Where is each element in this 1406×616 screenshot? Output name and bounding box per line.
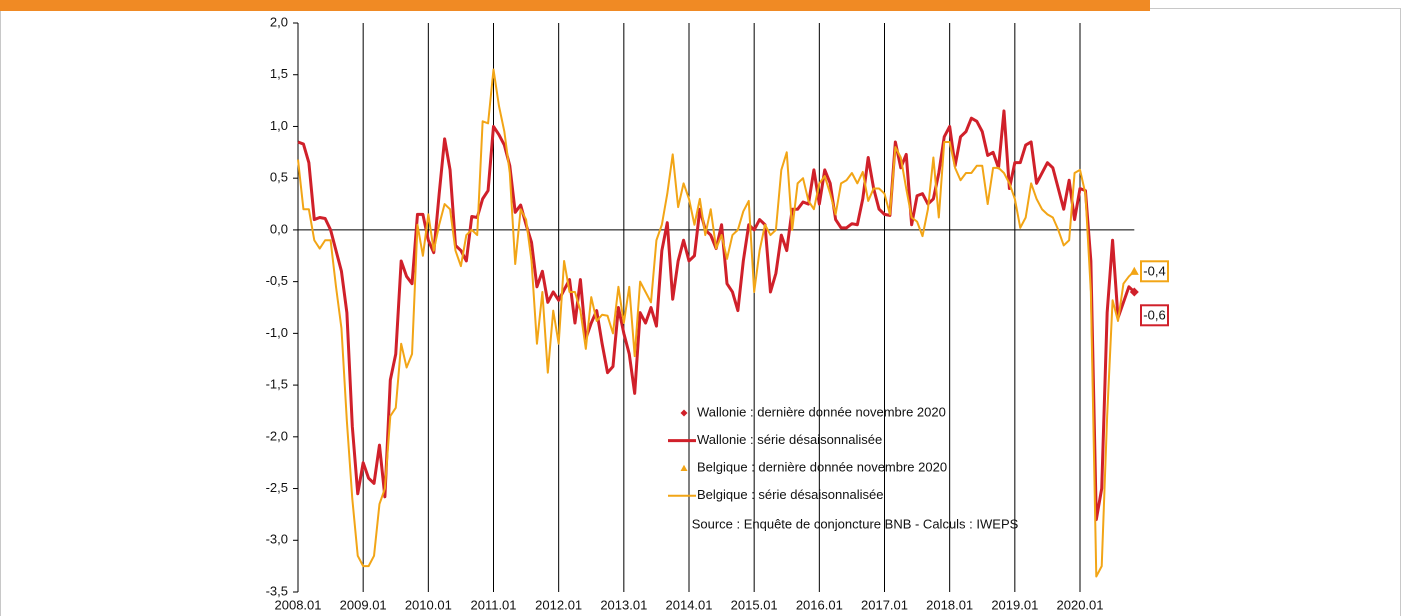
y-tick-label: -3,0 bbox=[266, 532, 288, 547]
y-tick-label: 0,5 bbox=[270, 170, 288, 185]
y-tick-label: -2,5 bbox=[266, 480, 288, 495]
y-tick-label: -3,5 bbox=[266, 583, 288, 598]
legend-label: Belgique : dernière donnée novembre 2020 bbox=[697, 460, 947, 475]
y-tick-label: -2,0 bbox=[266, 428, 288, 443]
x-tick-label: 2019.01 bbox=[991, 597, 1038, 612]
x-tick-label: 2014.01 bbox=[666, 597, 713, 612]
legend-label: Wallonie : dernière donnée novembre 2020 bbox=[697, 404, 946, 419]
header-bar bbox=[0, 0, 1150, 11]
x-tick-label: 2011.01 bbox=[470, 597, 516, 612]
series-line bbox=[297, 109, 1136, 522]
source-note: Source : Enquête de conjoncture BNB - Ca… bbox=[692, 516, 1019, 531]
legend-marker bbox=[680, 464, 688, 471]
x-tick-label: 2012.01 bbox=[535, 597, 582, 612]
x-tick-label: 2020.01 bbox=[1057, 597, 1104, 612]
y-tick-label: 2,0 bbox=[270, 14, 288, 29]
y-tick-label: -0,5 bbox=[266, 273, 288, 288]
y-tick-label: 1,0 bbox=[270, 118, 288, 133]
y-tick-label: 0,0 bbox=[270, 221, 288, 236]
x-tick-label: 2013.01 bbox=[600, 597, 647, 612]
x-tick-label: 2008.01 bbox=[275, 597, 322, 612]
x-tick-label: 2017.01 bbox=[861, 597, 908, 612]
legend-label: Belgique : série désaisonnalisée bbox=[697, 487, 883, 502]
x-tick-label: 2015.01 bbox=[731, 597, 778, 612]
y-tick-label: 1,5 bbox=[270, 66, 288, 81]
legend-label: Wallonie : série désaisonnalisée bbox=[697, 432, 882, 447]
legend-marker bbox=[680, 409, 688, 417]
value-label: -0,4 bbox=[1143, 264, 1165, 279]
value-label: -0,6 bbox=[1143, 308, 1165, 323]
value-label-box bbox=[1140, 304, 1169, 327]
value-label-box bbox=[1140, 260, 1169, 283]
y-tick-label: -1,5 bbox=[266, 377, 288, 392]
x-tick-label: 2009.01 bbox=[340, 597, 387, 612]
x-tick-label: 2016.01 bbox=[796, 597, 843, 612]
x-tick-label: 2010.01 bbox=[405, 597, 452, 612]
y-tick-label: -1,0 bbox=[266, 325, 288, 340]
series-line bbox=[297, 68, 1135, 578]
x-tick-label: 2018.01 bbox=[926, 597, 973, 612]
